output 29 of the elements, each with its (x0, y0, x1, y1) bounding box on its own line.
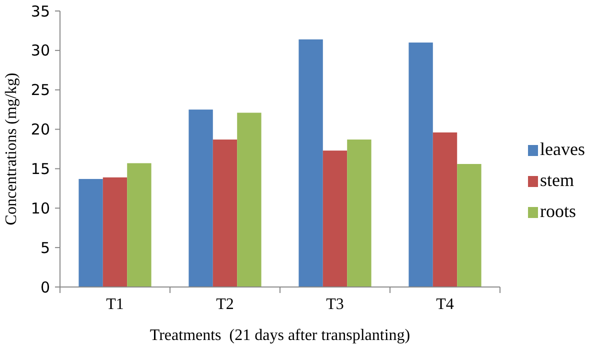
y-tick-label: 20 (30, 120, 50, 139)
y-tick-label: 5 (40, 238, 50, 257)
bar (102, 177, 128, 287)
bar (457, 164, 482, 287)
x-tick-label: T1 (106, 296, 124, 313)
bar (237, 112, 262, 287)
bar (78, 178, 103, 287)
legend-label: roots (540, 201, 576, 221)
y-tick-label: 10 (30, 199, 50, 218)
y-axis-title: Concentrations (mg/kg) (3, 72, 20, 226)
bar (408, 42, 433, 287)
bar (298, 39, 323, 287)
legend-label: stem (540, 170, 574, 190)
x-tick-label: T3 (326, 296, 344, 313)
y-tick-label: 0 (40, 278, 50, 296)
x-axis-title: Treatments (21 days after transplanting) (150, 327, 410, 344)
bar (188, 110, 213, 287)
bar (347, 140, 372, 287)
y-tick-label: 30 (30, 42, 50, 60)
legend-label: leaves (540, 139, 585, 159)
bar (432, 132, 458, 287)
y-tick-label: 15 (30, 160, 50, 178)
bar (322, 150, 348, 287)
bar (127, 163, 152, 287)
y-tick-label: 25 (30, 81, 50, 100)
y-tick-label: 35 (30, 2, 50, 20)
x-tick-label: T2 (216, 296, 234, 313)
bar (212, 140, 238, 287)
x-tick-label: T4 (436, 296, 454, 313)
